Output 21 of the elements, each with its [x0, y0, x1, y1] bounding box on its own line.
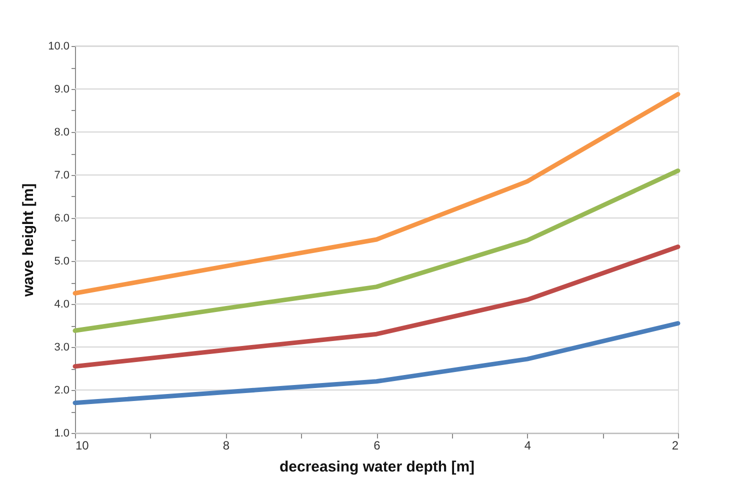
y-tick-label: 3.0 — [54, 342, 70, 354]
y-tick-label: 5.0 — [54, 256, 70, 268]
y-axis-title: wave height [m] — [20, 183, 38, 298]
x-tick-label: 2 — [672, 438, 679, 452]
line-series — [72, 244, 680, 369]
y-tick-label: 1.0 — [54, 428, 70, 440]
y-tick-label: 2.0 — [54, 384, 70, 396]
y-tick-label: 7.0 — [54, 170, 70, 182]
line-series — [72, 168, 680, 333]
y-tick-label: 8.0 — [54, 126, 70, 138]
y-tick-label: 9.0 — [54, 84, 70, 96]
x-tick-label: 6 — [374, 438, 381, 452]
y-tick-label: 6.0 — [54, 212, 70, 224]
x-axis-title: decreasing water depth [m] — [279, 458, 475, 476]
x-tick-label: 4 — [524, 438, 532, 452]
line-series — [72, 321, 680, 406]
y-tick-label: 10.0 — [48, 40, 70, 52]
line-series — [72, 92, 680, 296]
x-tick-label: 8 — [222, 438, 230, 452]
x-tick-label: 10 — [76, 438, 90, 452]
y-tick-label: 4.0 — [54, 298, 70, 310]
